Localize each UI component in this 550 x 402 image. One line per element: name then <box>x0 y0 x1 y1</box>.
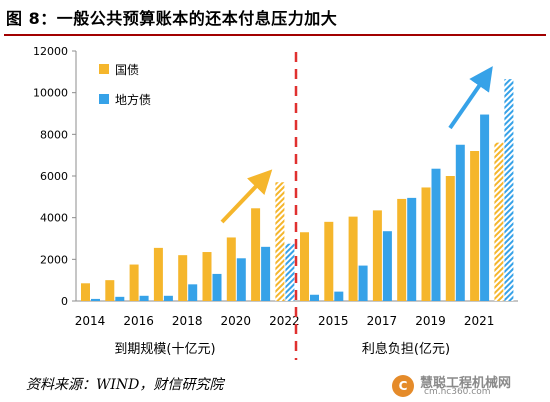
bar-guozhai <box>445 176 455 301</box>
x-tick-label: 2019 <box>415 314 446 328</box>
bar-guozhai <box>324 221 334 301</box>
x-tick-label: 2015 <box>318 314 349 328</box>
bar-guozhai <box>348 216 358 301</box>
bar-guozhai <box>397 198 407 301</box>
bar-difangzhai <box>480 114 490 302</box>
bar-difangzhai <box>334 291 344 301</box>
bar-guozhai <box>81 283 90 301</box>
bar-guozhai <box>226 237 236 301</box>
y-tick-label: 0 <box>61 295 68 308</box>
bar-difangzhai <box>91 298 100 301</box>
x-tick-label: 2017 <box>367 314 398 328</box>
bar-guozhai <box>372 210 382 301</box>
x-tick-label: 2018 <box>172 314 203 328</box>
y-tick-label: 12000 <box>33 45 68 58</box>
bar-difangzhai <box>431 168 441 301</box>
watermark-logo-icon: C <box>392 375 414 397</box>
panel-label: 利息负担(亿元) <box>362 341 450 357</box>
bar-difangzhai <box>188 284 198 301</box>
bar-guozhai <box>275 182 285 301</box>
legend-swatch-difangzhai <box>99 94 109 104</box>
bar-difangzhai <box>455 144 465 301</box>
bar-difangzhai <box>310 294 319 301</box>
bar-guozhai <box>251 208 261 301</box>
watermark-url: cm.hc360.com <box>424 387 491 397</box>
bar-difangzhai <box>236 258 246 301</box>
legend-swatch-guozhai <box>99 64 109 74</box>
panel-label: 到期规模(十亿元) <box>114 342 215 357</box>
x-tick-label: 2016 <box>123 314 154 328</box>
bar-guozhai <box>105 280 115 301</box>
y-tick-label: 10000 <box>33 87 68 100</box>
bar-difangzhai <box>382 231 392 301</box>
trend-arrow-guozhai <box>220 169 273 224</box>
watermark-name: 慧聪工程机械网 <box>420 376 512 391</box>
bar-guozhai <box>129 264 139 301</box>
bar-difangzhai <box>358 265 368 301</box>
trend-arrow-difangzhai <box>448 66 493 130</box>
bar-guozhai <box>470 151 480 301</box>
y-tick-label: 8000 <box>40 128 68 141</box>
x-tick-label: 2020 <box>221 314 252 328</box>
bar-difangzhai <box>139 295 149 301</box>
y-tick-label: 4000 <box>40 212 68 225</box>
figure-title: 图 8：一般公共预算账本的还本付息压力加大 <box>6 9 338 28</box>
bar-guozhai <box>300 232 309 301</box>
bar-guozhai <box>153 247 163 301</box>
title-rule <box>4 34 546 36</box>
source-note: 资料来源：WIND，财信研究院 <box>26 377 224 393</box>
bar-difangzhai <box>285 243 295 301</box>
bar-difangzhai <box>163 295 173 301</box>
bar-difangzhai <box>212 273 222 301</box>
bar-difangzhai <box>261 246 271 301</box>
x-tick-label: 2021 <box>464 314 495 328</box>
x-tick-label: 2014 <box>75 314 106 328</box>
y-tick-label: 2000 <box>40 253 68 266</box>
x-tick-label: 2022 <box>269 314 300 328</box>
bar-guozhai <box>178 255 188 301</box>
watermark: C 慧聪工程机械网 cm.hc360.com <box>386 372 546 400</box>
bar-difangzhai <box>115 296 125 301</box>
y-tick-label: 6000 <box>40 170 68 183</box>
legend-label-guozhai: 国债 <box>115 63 139 77</box>
bar-guozhai <box>494 142 504 301</box>
bar-guozhai <box>421 187 431 301</box>
legend-label-difangzhai: 地方债 <box>115 92 151 107</box>
bar-guozhai <box>202 252 212 301</box>
bar-difangzhai <box>504 79 514 301</box>
bar-difangzhai <box>407 197 417 301</box>
